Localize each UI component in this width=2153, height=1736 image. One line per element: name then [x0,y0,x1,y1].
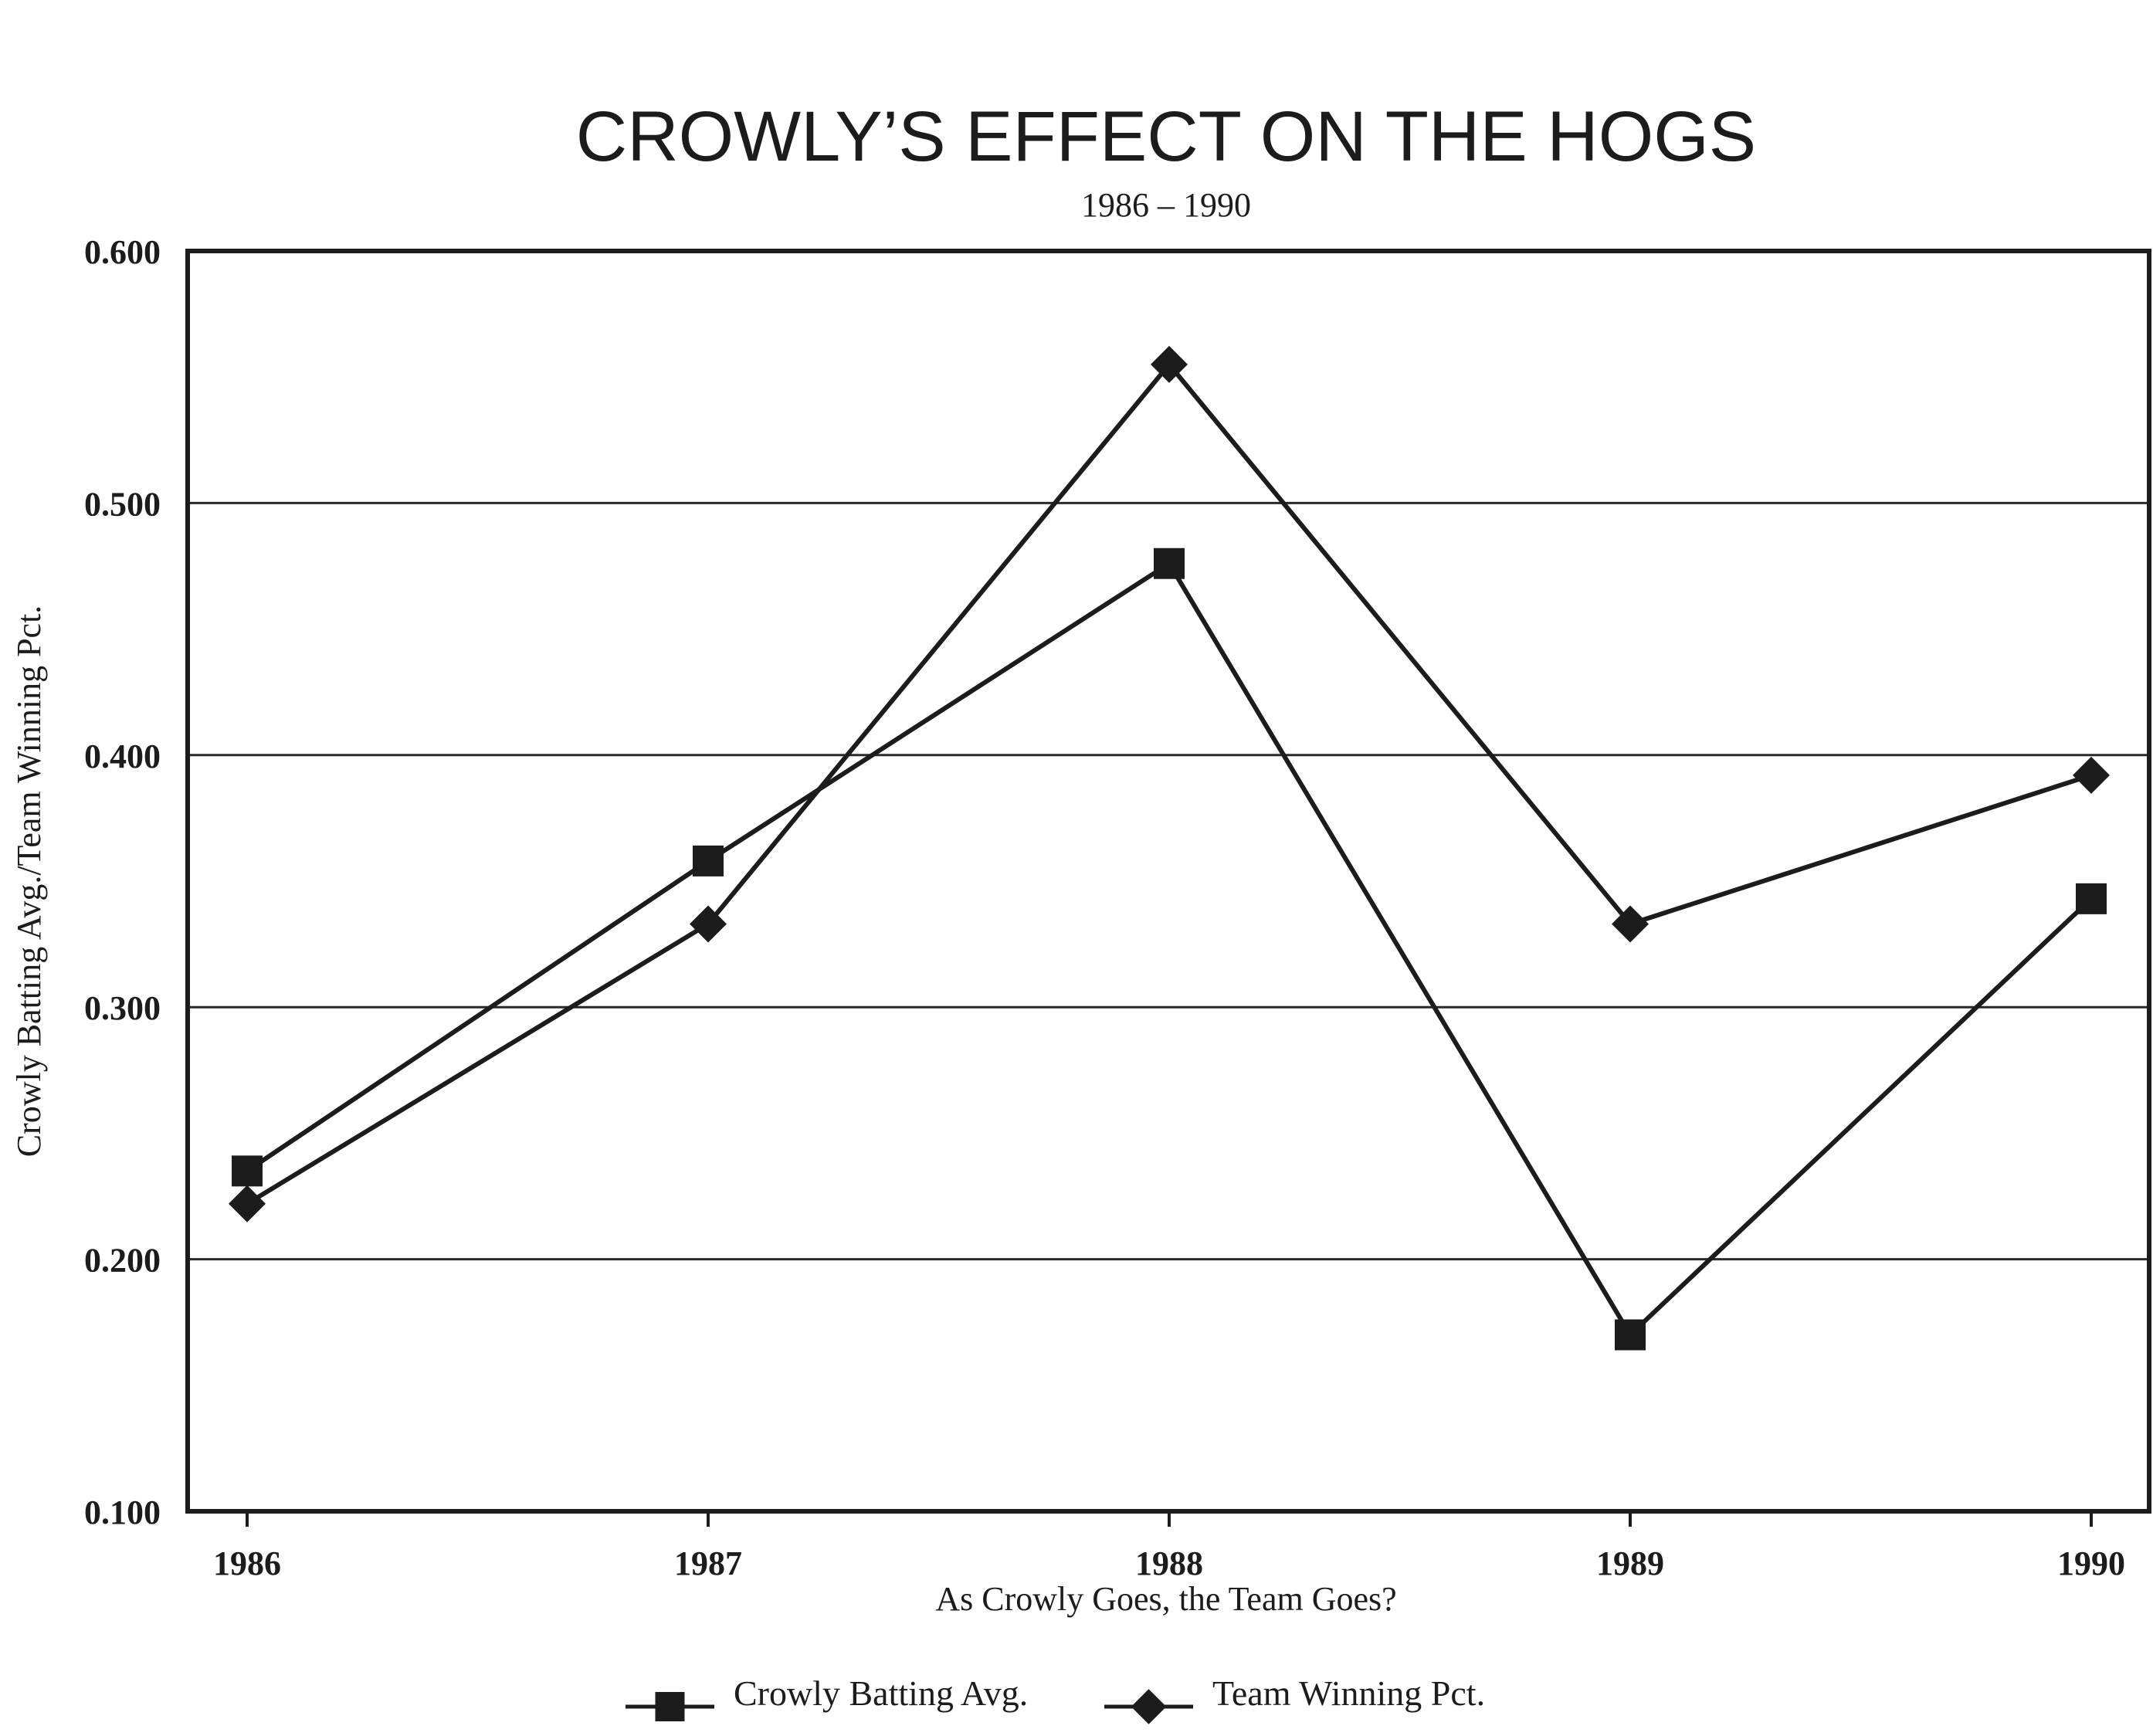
legend: Crowly Batting Avg. Team Winning Pct. [626,1673,1485,1724]
y-axis-label: Crowly Batting Avg./Team Winning Pct. [10,605,48,1158]
data-point-square [1615,1319,1646,1351]
y-tick-label: 0.200 [84,1242,161,1280]
series-line [246,561,2094,1338]
data-point-diamond [1612,905,1649,943]
x-tick-label: 1988 [1135,1544,1203,1582]
y-tick-label: 0.300 [84,989,161,1027]
y-tick-label: 0.100 [84,1494,161,1531]
data-point-diamond [2073,756,2110,794]
data-point-diamond [1151,345,1188,383]
gridlines [188,501,2149,1261]
legend-item: Team Winning Pct. [1104,1673,1485,1724]
x-tick-label: 1987 [674,1544,742,1582]
data-point-diamond [690,905,727,943]
y-tick-labels: 0.100 0.200 0.300 0.400 0.500 0.600 [84,233,161,1531]
chart-subtitle: 1986 – 1990 [1081,186,1251,224]
data-point-square [1154,548,1185,579]
data-point-square [693,845,724,876]
x-tick-labels: 1986 1987 1988 1989 1990 [213,1511,2125,1582]
x-tick-label: 1990 [2057,1544,2125,1582]
legend-label: Crowly Batting Avg. [734,1673,1028,1713]
series-square [232,548,2107,1351]
data-point-diamond [229,1185,266,1222]
x-tick-label: 1986 [213,1544,281,1582]
data-point-square [232,1155,263,1187]
x-axis-label: As Crowly Goes, the Team Goes? [935,1580,1396,1618]
plot-frame [185,249,2151,1514]
y-tick-label: 0.600 [84,233,161,271]
series-line [246,361,2092,1206]
y-tick-label: 0.400 [84,737,161,775]
legend-item: Crowly Batting Avg. [626,1673,1028,1721]
chart-title: CROWLY’S EFFECT ON THE HOGS [576,97,1756,176]
data-point-diamond [1131,1689,1167,1724]
data-point-square [655,1692,685,1721]
x-tick-label: 1989 [1596,1544,1664,1582]
series-layer [229,345,2110,1351]
y-tick-label: 0.500 [84,485,161,523]
series-diamond [229,345,2110,1222]
data-point-square [2076,883,2107,914]
legend-label: Team Winning Pct. [1212,1673,1485,1713]
